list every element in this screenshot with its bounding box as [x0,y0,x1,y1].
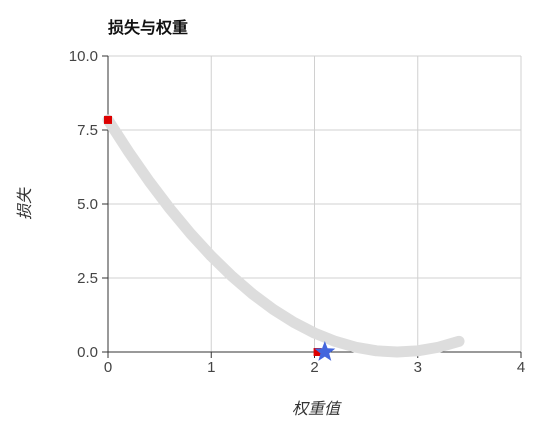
y-axis-ticks: 0.0 2.5 5.0 7.5 10.0 [69,48,108,361]
x-tick-label: 2 [310,359,318,376]
y-tick-label: 7.5 [77,122,98,139]
y-tick-label: 10.0 [69,48,98,65]
plot-area [102,114,465,361]
y-tick-label: 2.5 [77,270,98,287]
loss-curve-line [102,114,465,358]
star-point-marker [314,341,336,361]
square-point-marker [104,115,112,124]
x-axis-ticks: 0 1 2 3 4 [104,352,525,376]
chart-title: 损失与权重 [108,18,188,37]
y-tick-label: 0.0 [77,344,98,361]
x-tick-label: 1 [207,359,215,376]
x-tick-label: 3 [414,359,422,376]
square-point-marker [313,348,322,356]
y-axis-title: 损失 [15,187,34,220]
x-tick-label: 4 [517,359,525,376]
x-tick-label: 0 [104,359,112,376]
x-axis-title: 权重值 [292,399,342,418]
y-tick-label: 5.0 [77,196,98,213]
